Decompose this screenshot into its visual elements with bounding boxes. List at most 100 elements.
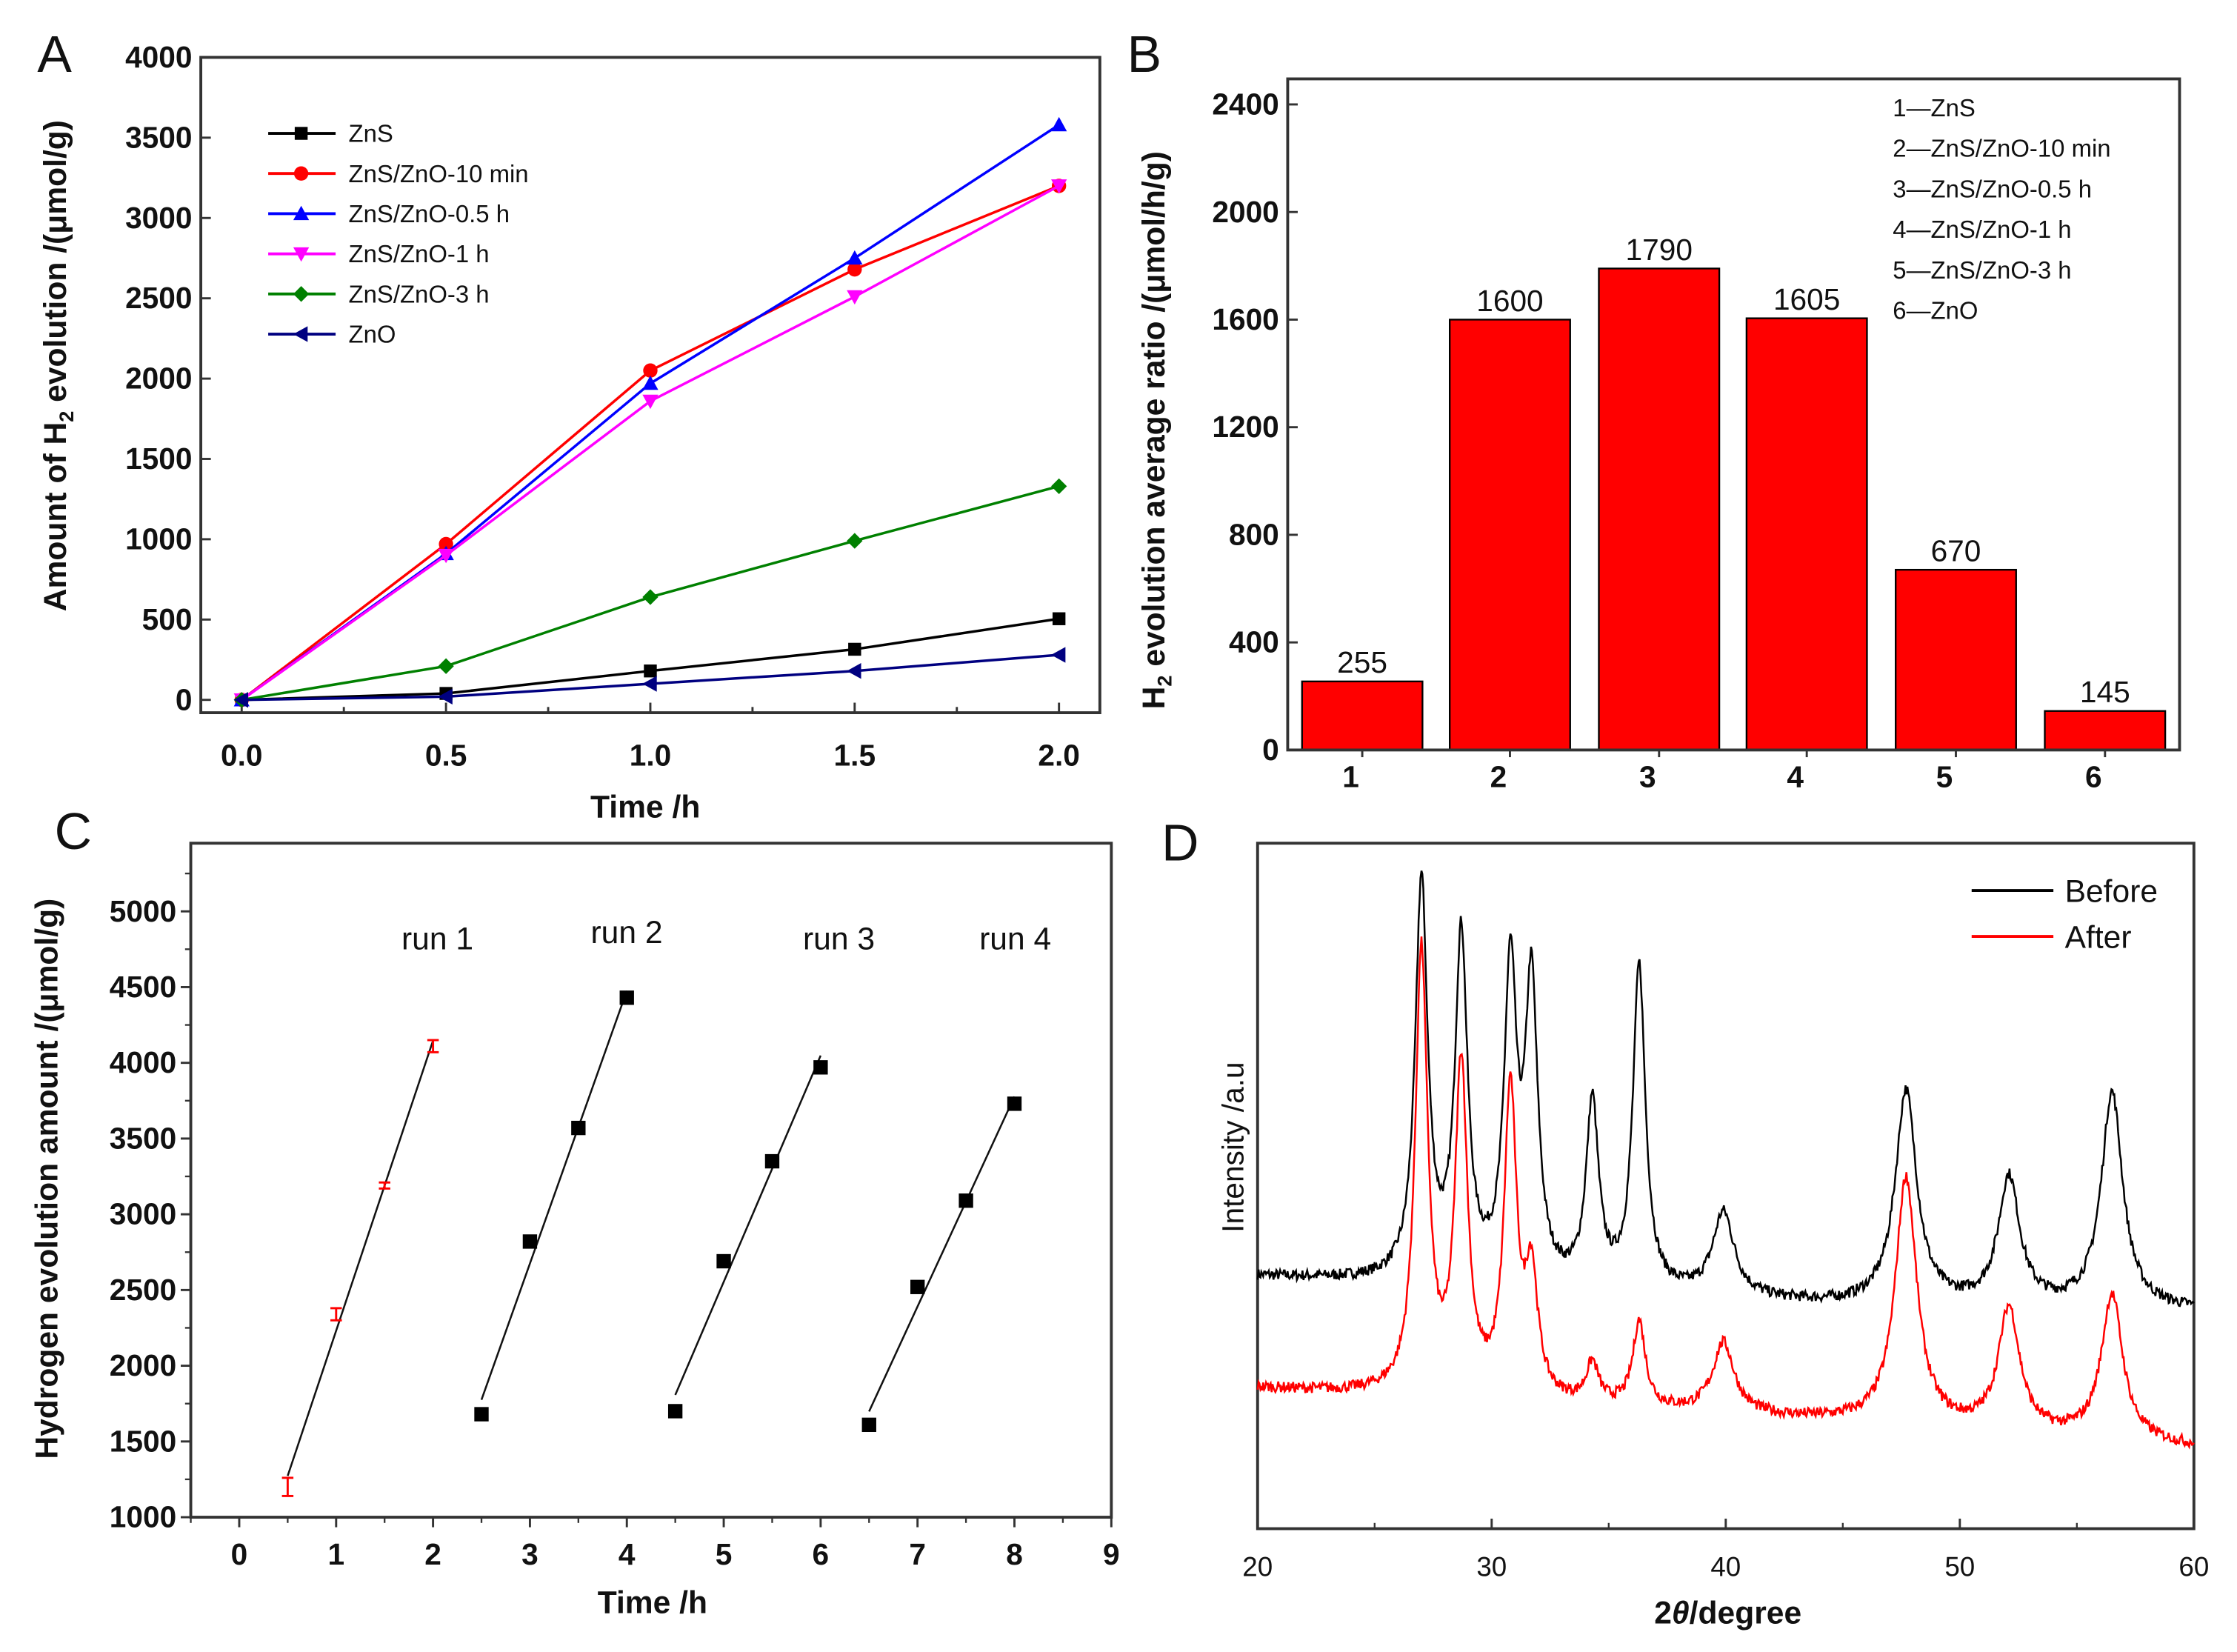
data-point (438, 688, 453, 705)
legend-marker (293, 166, 309, 181)
y-tick-label: 3000 (125, 201, 192, 235)
chart-d: 20 30 40 50 60 2θ/degree Intensity /a.u Before A… (1216, 842, 2209, 1631)
chart-c: 1000 1500 2000 2500 3000 3500 4000 4500 5000 0 1 2 3… (30, 842, 1120, 1621)
data-point (644, 664, 657, 678)
y-tick-label: 1200 (1212, 410, 1278, 444)
y-axis-label: Amount of H2 evolution /(μmol/g) (38, 120, 78, 611)
y-axis-label-part: 2 (55, 411, 78, 422)
data-point (619, 990, 634, 1005)
data-point (716, 1253, 731, 1269)
legend-label: After (2065, 920, 2132, 956)
bar-value-label: 670 (1931, 534, 1981, 568)
x-axis-label-part: θ (1672, 1595, 1690, 1631)
run-label: run 3 (803, 921, 875, 956)
y-tick-label: 0 (1262, 733, 1279, 767)
series-run-3 (667, 1055, 828, 1419)
y-tick-label: 3500 (125, 120, 192, 154)
series-ZnS (235, 612, 1066, 707)
y-tick-label: 400 (1229, 625, 1279, 659)
x-tick-label: 4 (619, 1537, 636, 1571)
legend-label: 3—ZnS/ZnO-0.5 h (1893, 175, 2092, 202)
y-tick-label: 5000 (110, 894, 176, 928)
bar-2 (1448, 319, 1571, 751)
y-axis-label-part: Amount of H (38, 422, 73, 611)
data-point (847, 533, 863, 549)
y-tick-label: 3000 (110, 1197, 176, 1231)
data-point (861, 1417, 876, 1433)
error-bar (330, 1307, 342, 1322)
x-tick-label: 4 (1787, 760, 1804, 794)
data-point (1051, 116, 1067, 132)
x-tick-label: 2.0 (1038, 739, 1080, 773)
series-run-1 (281, 1039, 439, 1497)
panel-letter-b: B (1127, 25, 1161, 83)
legend-label: Before (2065, 874, 2158, 910)
data-point (847, 250, 863, 265)
fit-line (868, 1096, 1016, 1412)
data-point (643, 363, 658, 378)
y-axis-label: Hydrogen evolution amount /(μmol/g) (30, 899, 65, 1459)
y-tick-label: 2000 (110, 1348, 176, 1382)
y-tick-label: 800 (1229, 517, 1279, 551)
y-axis-label: Intensity /a.u (1216, 1062, 1250, 1232)
x-axis-label-part: /degree (1690, 1595, 1801, 1631)
bar-6 (2044, 710, 2167, 751)
data-point (1051, 478, 1067, 494)
x-axis-label: 2θ/degree (1654, 1595, 1801, 1631)
x-tick-label: 5 (1936, 760, 1953, 794)
y-tick-label: 2400 (1212, 87, 1278, 121)
data-point (1051, 179, 1067, 194)
x-tick-label: 0 (231, 1537, 248, 1571)
x-axis-label-part: 2 (1654, 1595, 1672, 1631)
y-tick-label: 500 (142, 602, 193, 636)
data-point (233, 692, 248, 708)
data-point (847, 663, 861, 679)
data-point (438, 658, 454, 674)
legend-marker (293, 205, 310, 221)
run-label: run 1 (401, 921, 473, 956)
y-axis-label-part: evolution /(μmol/g) (38, 120, 73, 411)
legend-label: 4—ZnS/ZnO-1 h (1893, 216, 2071, 243)
chart-d-axes (1256, 842, 2196, 1531)
legend-marker (294, 127, 308, 140)
legend-label: 1—ZnS (1893, 94, 1976, 121)
y-tick-label: 1500 (125, 442, 192, 476)
y-axis-label-part: evolution average ratio /(μmol/h/g) (1136, 151, 1172, 675)
data-point (848, 642, 861, 656)
y-tick-label: 4000 (110, 1045, 176, 1079)
data-point (522, 1234, 538, 1249)
x-tick-label: 50 (1944, 1551, 1975, 1582)
x-tick-label: 20 (1242, 1551, 1273, 1582)
x-tick-label: 2 (1490, 760, 1507, 794)
x-axis-label: Time /h (590, 789, 700, 825)
x-tick-label: 30 (1476, 1551, 1507, 1582)
bar-5 (1895, 568, 2017, 751)
legend-label: ZnS/ZnO-10 min (348, 160, 528, 187)
xrd-curve-before (1256, 870, 2195, 1308)
data-point (474, 1407, 489, 1422)
data-point (959, 1193, 973, 1208)
data-point (571, 1120, 586, 1136)
chart-a: 0 500 1000 1500 2000 2500 3000 3500 4000 0.0 0.5 1.… (38, 40, 1101, 825)
bar-1 (1301, 680, 1424, 751)
y-axis-label: H2 evolution average ratio /(μmol/h/g) (1136, 151, 1176, 709)
x-tick-label: 8 (1006, 1537, 1023, 1571)
y-axis-label-part: H (1136, 687, 1172, 710)
legend-marker (293, 286, 310, 302)
x-tick-label: 1.5 (834, 739, 876, 773)
panel-letter-a: A (37, 25, 72, 83)
series-run-4 (861, 1096, 1022, 1433)
x-tick-label: 1 (1342, 760, 1359, 794)
data-point (813, 1060, 828, 1075)
x-tick-label: 3 (521, 1537, 539, 1571)
x-axis-label: Time /h (598, 1585, 707, 1621)
x-tick-label: 0.5 (425, 739, 467, 773)
x-tick-label: 2 (424, 1537, 441, 1571)
y-axis-label-part: 2 (1153, 676, 1176, 687)
y-tick-label: 1600 (1212, 302, 1278, 336)
panel-letter-c: C (55, 802, 92, 860)
data-point (910, 1279, 925, 1294)
x-tick-label: 9 (1103, 1537, 1120, 1571)
series-ZnO (233, 647, 1066, 708)
xrd-curve-after (1256, 936, 2195, 1450)
